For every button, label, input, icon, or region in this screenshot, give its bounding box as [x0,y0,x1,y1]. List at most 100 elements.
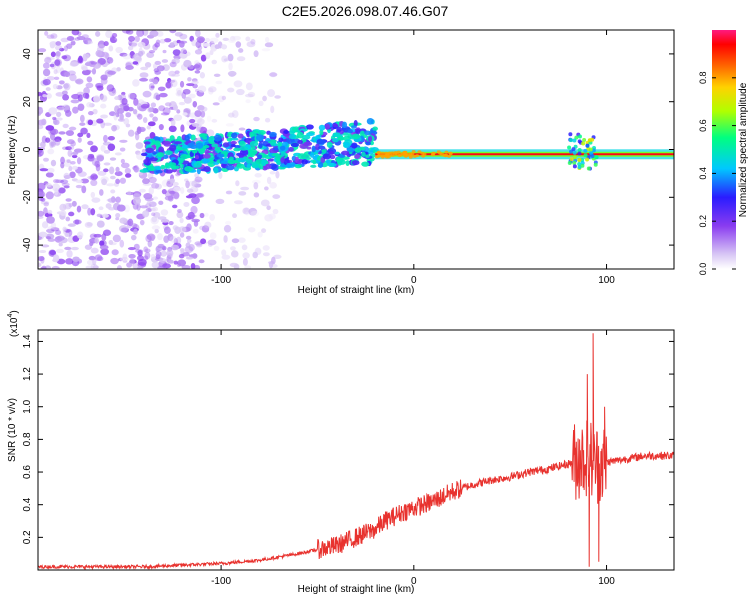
heatmap-cell [213,167,219,174]
heatmap-cell [572,150,577,155]
heatmap-cell [280,157,285,163]
heatmap-cell [159,92,168,98]
heatmap-cell [258,142,263,149]
heatmap-cell [63,45,69,52]
heatmap-cell [361,161,370,167]
heatmap-cell [39,191,46,198]
heatmap-cell [155,94,161,101]
heatmap-cell [65,146,72,151]
heatmap-cell [115,196,121,203]
heatmap-cell [84,69,92,74]
heatmap-cell [148,186,154,195]
heatmap-cell [106,198,115,202]
heatmap-cell [87,119,94,126]
bottom-xtick-label: 0 [411,576,417,587]
top-xlabel: Height of straight line (km) [298,285,415,296]
heatmap-cell [448,152,453,156]
heatmap-cell [77,137,82,143]
heatmap-cell [128,35,135,42]
heatmap-cell [568,132,573,137]
heatmap-cell [120,158,125,164]
heatmap-cell [80,178,90,184]
heatmap-cell [172,204,178,209]
heatmap-cell [50,51,56,58]
heatmap-cell [58,187,66,194]
svg-text:(x104): (x104) [7,310,20,337]
heatmap-cell [85,82,94,89]
heatmap-cell [255,134,265,142]
heatmap-cell [151,216,158,223]
heatmap-cell [114,152,122,156]
heatmap-cell [55,50,61,57]
heatmap-cell [246,130,251,138]
heatmap-cell [63,83,69,89]
bottom-ytick-label: 1.4 [22,334,33,348]
heatmap-cell [107,197,117,204]
heatmap-cell [372,126,378,131]
heatmap-cell [236,163,242,168]
heatmap-cell [64,232,70,237]
heatmap-cell [38,249,47,254]
heatmap-cell [176,109,181,114]
heatmap-cell [131,223,138,229]
heatmap-cell [64,71,71,78]
heatmap-cell [127,45,134,51]
heatmap-cell [76,205,82,213]
heatmap-cell [136,103,142,111]
heatmap-cell [98,206,104,211]
heatmap-cell [168,79,176,83]
heatmap-cell [43,202,49,207]
heatmap-cell [111,124,117,132]
heatmap-cell [61,182,70,187]
heatmap-cell [69,171,76,179]
heatmap-cell [170,118,176,127]
heatmap-cell [115,46,123,54]
heatmap-cell [63,175,71,180]
heatmap-cell [87,110,94,116]
heatmap-cell [178,101,186,106]
heatmap-cell [90,61,98,65]
heatmap-cell [133,98,139,106]
heatmap-cell [267,158,274,162]
heatmap-cell [221,95,227,101]
heatmap-cell [86,259,95,266]
heatmap-cell [102,229,112,236]
heatmap-cell [151,182,160,189]
heatmap-cell [213,73,221,78]
heatmap-cell [585,157,590,162]
heatmap-cell [581,141,586,146]
heatmap-cell [102,213,109,218]
heatmap-cell [46,34,55,39]
heatmap-cell [354,154,361,159]
heatmap-cell [194,70,201,74]
heatmap-cell [151,261,160,269]
heatmap-cell [129,257,135,266]
heatmap-cell [105,30,113,38]
heatmap-cell [180,124,185,133]
heatmap-cell [270,105,275,114]
heatmap-cell [262,252,270,257]
bottom-ytick-label: 1.2 [22,367,33,381]
heatmap-cell [158,146,165,154]
heatmap-cell [62,94,70,101]
heatmap-cell [251,179,261,185]
heatmap-cell [46,56,55,61]
heatmap-cell [245,36,251,42]
heatmap-cell [66,43,73,49]
heatmap-cell [38,48,47,53]
heatmap-cell [181,265,191,269]
heatmap-cell [232,35,241,41]
heatmap-cell [77,132,84,138]
bottom-ytick-label: 0.8 [22,432,33,446]
heatmap-cell [137,249,143,257]
y-multiplier-close: ) [9,310,20,313]
heatmap-cell [130,39,138,48]
heatmap-cell [351,125,357,129]
heatmap-cell [113,112,118,121]
heatmap-cell [73,219,82,225]
heatmap-cell [264,117,271,123]
heatmap-cell [253,116,260,122]
heatmap-cell [164,102,172,107]
heatmap-cell [272,194,281,200]
heatmap-cell [152,196,159,200]
